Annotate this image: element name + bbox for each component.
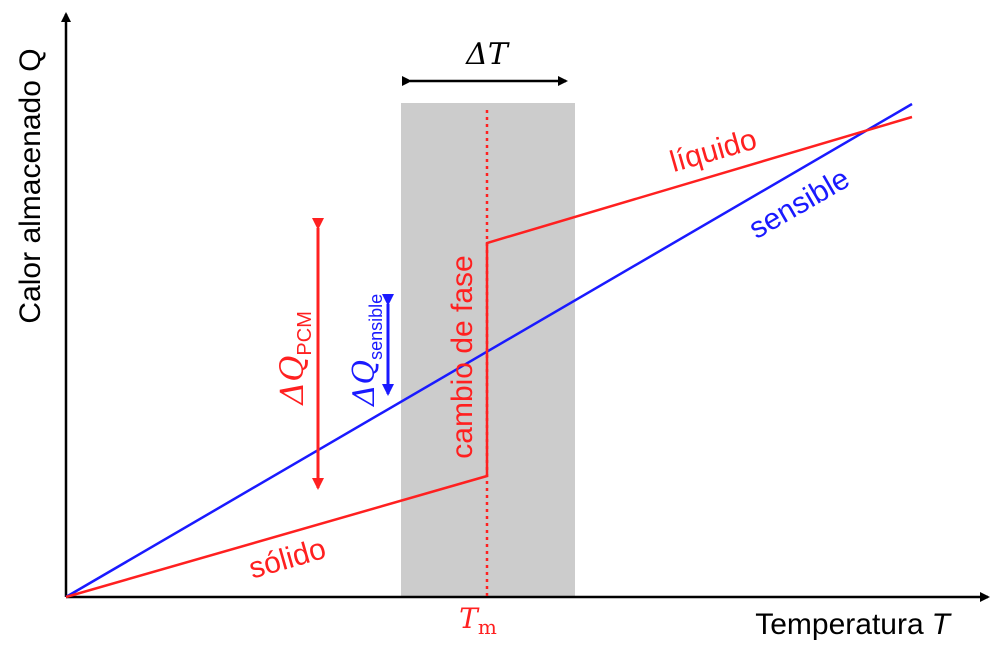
delta-q-pcm-label: ΔQPCM bbox=[273, 311, 316, 407]
delta-q-sensible-label: ΔQsensible bbox=[347, 294, 386, 407]
delta-q-sensible-main: ΔQ bbox=[347, 360, 382, 407]
sensible-heat-line bbox=[65, 102, 913, 599]
svg-text:ΔQsensible: ΔQsensible bbox=[347, 294, 386, 407]
sensible-label: sensible bbox=[743, 162, 855, 246]
solid-label: sólido bbox=[245, 532, 329, 585]
tm-main: T bbox=[459, 602, 480, 635]
y-axis-label: Calor almacenado Q bbox=[14, 48, 47, 323]
x-axis-symbol: T bbox=[932, 608, 953, 641]
x-axis-label-text: Temperatura bbox=[755, 608, 924, 641]
delta-t-label: ΔT bbox=[465, 37, 510, 72]
delta-q-sensible-sub: sensible bbox=[366, 294, 386, 360]
svg-text:ΔQPCM: ΔQPCM bbox=[273, 311, 316, 407]
melting-temperature-label: Tm bbox=[459, 602, 497, 639]
delta-q-pcm-sub: PCM bbox=[294, 311, 316, 355]
delta-q-pcm-main: ΔQ bbox=[273, 356, 311, 407]
tm-sub: m bbox=[478, 615, 497, 639]
pcm-heat-curve bbox=[65, 115, 913, 599]
x-axis-label: Temperatura T bbox=[755, 608, 952, 641]
liquid-label: líquido bbox=[666, 123, 760, 179]
phase-change-label: cambio de fase bbox=[446, 255, 479, 458]
